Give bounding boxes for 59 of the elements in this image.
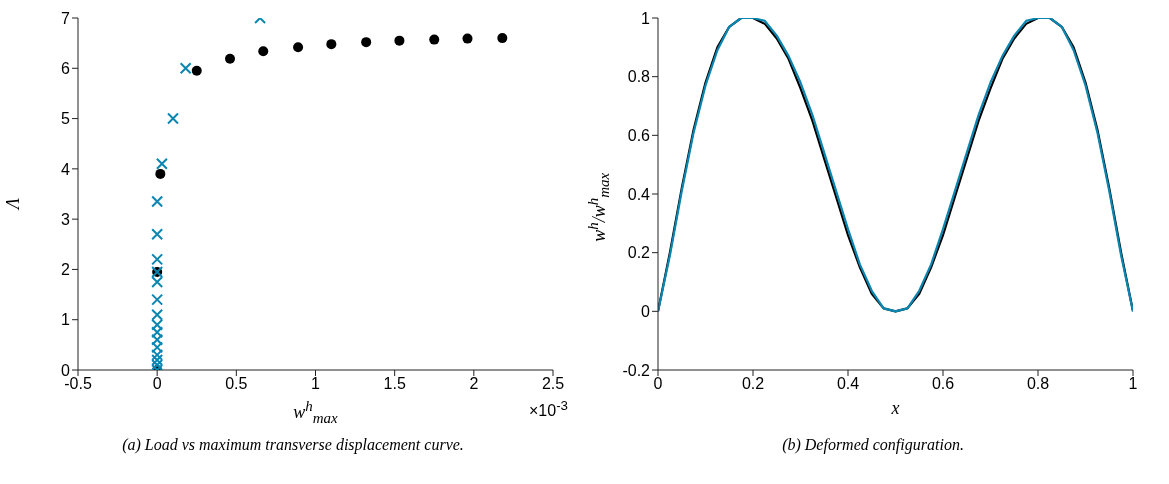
- text: (a) Load vs maximum transverse displacement curve.: [121, 436, 465, 454]
- x-tick-label: 1: [1128, 375, 1138, 393]
- point: [151, 348, 164, 361]
- point: [151, 293, 164, 306]
- point: [151, 308, 164, 321]
- y-tick-label: 7: [61, 9, 71, 27]
- x-tick-label: 0.8: [1026, 375, 1050, 393]
- y-tick-label: 2: [61, 261, 71, 279]
- point: [326, 39, 337, 50]
- x-tick-label: 1.5: [383, 375, 406, 393]
- line-series: [658, 18, 1133, 313]
- point: [151, 195, 164, 208]
- y-tick-label: 0.8: [627, 68, 651, 86]
- x-tick-label: 0.4: [836, 375, 860, 393]
- y-tick-label: 4: [61, 160, 71, 178]
- y-tick-label: 0.6: [627, 127, 651, 145]
- point: [151, 276, 164, 288]
- point: [179, 62, 192, 75]
- point: [462, 33, 473, 44]
- x-tick-label: 1: [311, 375, 321, 393]
- y-tick-label: 0.4: [627, 185, 651, 203]
- point: [429, 34, 440, 45]
- x-tick-label: 0.2: [741, 375, 765, 393]
- y-axis-title: Λ: [2, 198, 24, 209]
- x-tick-label: 2: [469, 375, 479, 393]
- point: [394, 35, 405, 46]
- point: [167, 112, 179, 125]
- y-tick-label: 3: [61, 210, 71, 228]
- text: (b) Deformed configuration.: [781, 436, 965, 454]
- point: [497, 33, 508, 44]
- point: [191, 65, 202, 76]
- y-tick-label: 0.2: [627, 244, 651, 262]
- point: [151, 353, 164, 366]
- x-tick-label: 2.5: [541, 375, 565, 393]
- y-tick-label: 1: [641, 9, 651, 27]
- point: [155, 157, 168, 170]
- point: [151, 326, 164, 339]
- x-axis-title: x: [890, 398, 901, 419]
- point: [293, 42, 304, 53]
- point: [151, 341, 164, 354]
- point: [151, 333, 164, 346]
- point: [151, 318, 164, 331]
- y-tick-label: 5: [61, 110, 71, 128]
- y-tick-label: 1: [61, 311, 71, 329]
- point: [151, 358, 164, 370]
- y-tick-label: 6: [61, 59, 71, 77]
- x-tick-label: 0: [152, 375, 162, 393]
- point: [258, 46, 269, 57]
- point: [151, 253, 164, 266]
- x-tick-label: 0.6: [931, 375, 955, 393]
- text: ×10$^{-3}$: [529, 398, 568, 421]
- x-tick-label: 0.5: [225, 375, 248, 393]
- point: [155, 168, 166, 179]
- point: [151, 228, 164, 241]
- point: [225, 53, 235, 64]
- point: [361, 37, 372, 48]
- y-tick-label: -0.2: [622, 361, 651, 379]
- y-tick-label: 0: [641, 303, 651, 321]
- x-tick-label: 0: [653, 375, 663, 393]
